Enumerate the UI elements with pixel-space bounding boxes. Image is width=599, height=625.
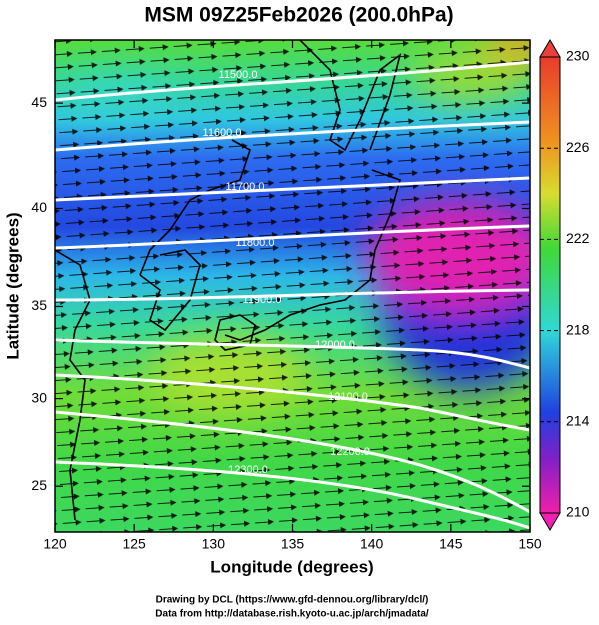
- y-tick-label: 40: [31, 199, 47, 215]
- y-tick-label: 25: [31, 477, 47, 493]
- y-axis-label: Latitude (degrees): [3, 212, 22, 359]
- contour-label: 11700.0: [226, 181, 265, 193]
- colorbar-tick-label: 226: [566, 139, 590, 155]
- colorbar-tick-label: 214: [566, 413, 590, 429]
- colorbar-bottom-triangle: [539, 512, 561, 531]
- contour-label: 12200.0: [330, 446, 370, 458]
- y-tick-label: 30: [31, 389, 47, 405]
- credit-line: Drawing by DCL (https://www.gfd-dennou.o…: [156, 595, 429, 606]
- x-tick-label: 130: [202, 536, 226, 552]
- contour-label: 11500.0: [219, 69, 258, 81]
- contour-label: 12000.0: [315, 339, 355, 351]
- y-tick-label: 45: [31, 94, 47, 110]
- colorbar-tick-label: 230: [566, 48, 590, 64]
- y-tick-label: 35: [31, 297, 47, 313]
- contour-label: 11900.0: [243, 294, 282, 306]
- contour-label: 11800.0: [236, 237, 275, 249]
- x-tick-label: 145: [439, 536, 463, 552]
- colorbar-tick-label: 222: [566, 230, 590, 246]
- credit-line: Data from http://database.rish.kyoto-u.a…: [155, 609, 429, 620]
- x-axis-label: Longitude (degrees): [210, 557, 373, 576]
- contour-label: 12300.0: [228, 464, 268, 476]
- contours: [55, 60, 530, 530]
- x-tick-label: 125: [122, 536, 146, 552]
- contour-label: 12100.0: [328, 391, 368, 403]
- colorbar-top-triangle: [539, 39, 561, 58]
- x-tick-label: 135: [281, 536, 305, 552]
- wind-arrows: [55, 40, 530, 532]
- title: MSM 09Z25Feb2026 (200.0hPa): [144, 4, 453, 27]
- colorbar-tick-label: 210: [566, 504, 590, 520]
- x-tick-label: 150: [518, 536, 542, 552]
- colorbar-tick-label: 218: [566, 321, 590, 337]
- colorbar: [539, 56, 561, 514]
- contour-label: 11600.0: [203, 127, 242, 139]
- x-tick-label: 120: [43, 536, 67, 552]
- x-tick-label: 140: [360, 536, 384, 552]
- field: [55, 40, 530, 532]
